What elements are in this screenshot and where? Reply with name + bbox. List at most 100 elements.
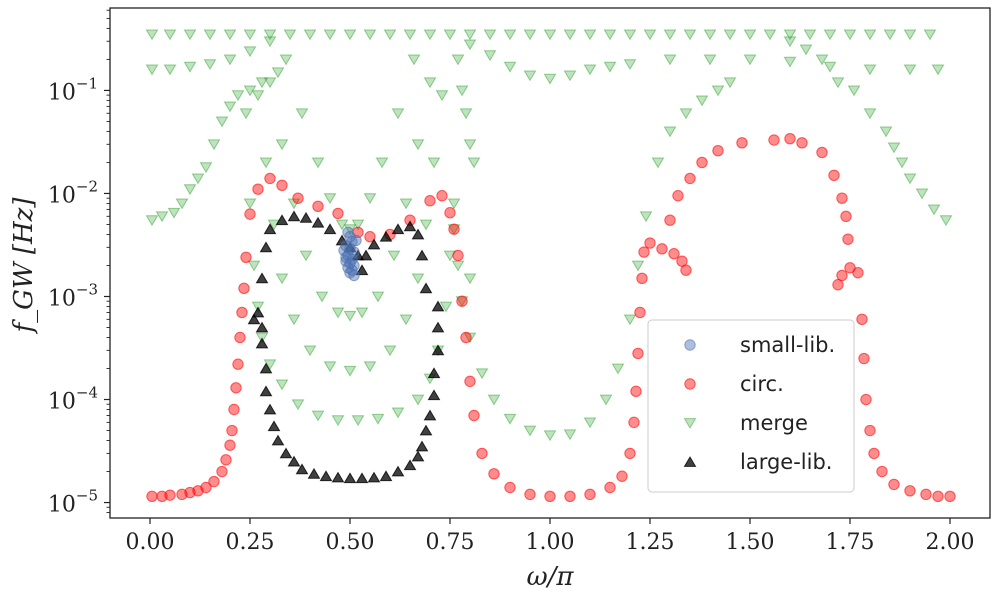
- legend-label-circ: circ.: [740, 372, 784, 396]
- point-large-lib: [247, 313, 261, 325]
- point-merge: [563, 29, 577, 41]
- point-circ: [816, 146, 828, 159]
- point-merge: [451, 54, 465, 66]
- point-large-lib: [379, 230, 393, 242]
- legend-box: [647, 319, 855, 493]
- legend-marker-large-lib: [683, 456, 697, 467]
- point-merge: [145, 215, 159, 227]
- point-circ: [452, 249, 464, 262]
- point-large-lib: [419, 282, 433, 294]
- point-circ: [264, 172, 276, 185]
- point-merge: [411, 273, 425, 285]
- point-merge: [463, 332, 477, 344]
- point-large-lib: [431, 321, 445, 333]
- point-circ: [564, 490, 576, 502]
- point-merge: [223, 54, 237, 66]
- point-merge: [863, 64, 877, 76]
- point-circ: [876, 465, 888, 478]
- point-merge: [303, 345, 317, 357]
- point-large-lib: [403, 220, 417, 232]
- point-merge: [503, 413, 517, 425]
- point-merge: [883, 29, 897, 41]
- point-merge: [167, 207, 181, 219]
- point-large-lib: [391, 465, 405, 477]
- point-circ: [488, 468, 500, 480]
- point-merge: [463, 29, 477, 41]
- point-merge: [723, 77, 737, 89]
- point-small-lib: [348, 269, 360, 282]
- point-merge: [463, 139, 477, 151]
- point-large-lib: [295, 463, 309, 475]
- point-large-lib: [311, 216, 325, 228]
- point-large-lib: [331, 471, 345, 483]
- x-tick-label: 0.00: [126, 530, 175, 555]
- point-merge: [375, 157, 389, 169]
- point-merge: [183, 29, 197, 41]
- point-merge: [711, 85, 725, 97]
- point-circ: [684, 172, 696, 185]
- point-merge: [299, 250, 313, 262]
- point-merge: [703, 54, 717, 66]
- point-circ: [644, 237, 656, 249]
- point-merge: [423, 29, 437, 41]
- point-merge: [387, 250, 401, 262]
- point-circ: [664, 214, 676, 226]
- point-merge: [847, 85, 861, 97]
- point-circ: [364, 231, 376, 243]
- point-merge: [291, 399, 305, 411]
- point-merge: [423, 77, 437, 89]
- point-circ: [888, 478, 900, 491]
- point-circ: [636, 272, 648, 285]
- point-circ: [832, 279, 844, 291]
- point-circ: [230, 382, 242, 394]
- point-circ: [844, 262, 856, 274]
- point-circ: [224, 439, 236, 451]
- point-large-lib: [427, 367, 441, 379]
- point-circ: [208, 475, 220, 488]
- point-merge: [695, 95, 709, 107]
- point-large-lib: [255, 337, 269, 349]
- point-merge: [175, 198, 189, 210]
- point-circ: [216, 465, 228, 478]
- point-merge: [383, 29, 397, 41]
- legend-label-large-lib: large-lib.: [740, 450, 832, 474]
- point-merge: [275, 139, 289, 151]
- point-large-lib: [415, 249, 429, 261]
- point-merge: [251, 90, 265, 102]
- legend-marker-circ: [684, 378, 696, 390]
- point-circ: [840, 210, 852, 223]
- point-circ: [226, 424, 238, 437]
- point-circ: [232, 358, 244, 370]
- point-merge: [411, 139, 425, 151]
- point-circ: [784, 132, 796, 145]
- point-circ: [828, 169, 840, 182]
- point-circ: [464, 375, 476, 388]
- point-merge: [523, 70, 537, 82]
- point-merge: [863, 108, 877, 120]
- point-merge: [311, 157, 325, 169]
- point-merge: [303, 29, 317, 41]
- x-tick-label: 1.75: [826, 530, 875, 555]
- x-axis-label: ω/π: [526, 562, 574, 592]
- point-circ: [868, 447, 880, 460]
- point-large-lib: [259, 241, 273, 253]
- legend-marker-small-lib: [684, 339, 696, 351]
- point-merge: [247, 260, 261, 272]
- point-merge: [371, 413, 385, 425]
- point-merge: [651, 157, 665, 169]
- point-merge: [583, 29, 597, 41]
- point-merge: [411, 394, 425, 406]
- point-merge: [419, 219, 433, 231]
- point-merge: [923, 29, 937, 41]
- point-circ: [544, 490, 556, 502]
- point-large-lib: [355, 472, 369, 484]
- point-merge: [383, 345, 397, 357]
- point-circ: [460, 331, 472, 344]
- point-merge: [343, 365, 357, 377]
- point-merge: [403, 29, 417, 41]
- point-large-lib: [271, 434, 285, 446]
- point-merge: [743, 54, 757, 66]
- point-merge: [643, 29, 657, 41]
- point-merge: [815, 54, 829, 66]
- point-merge: [145, 64, 159, 76]
